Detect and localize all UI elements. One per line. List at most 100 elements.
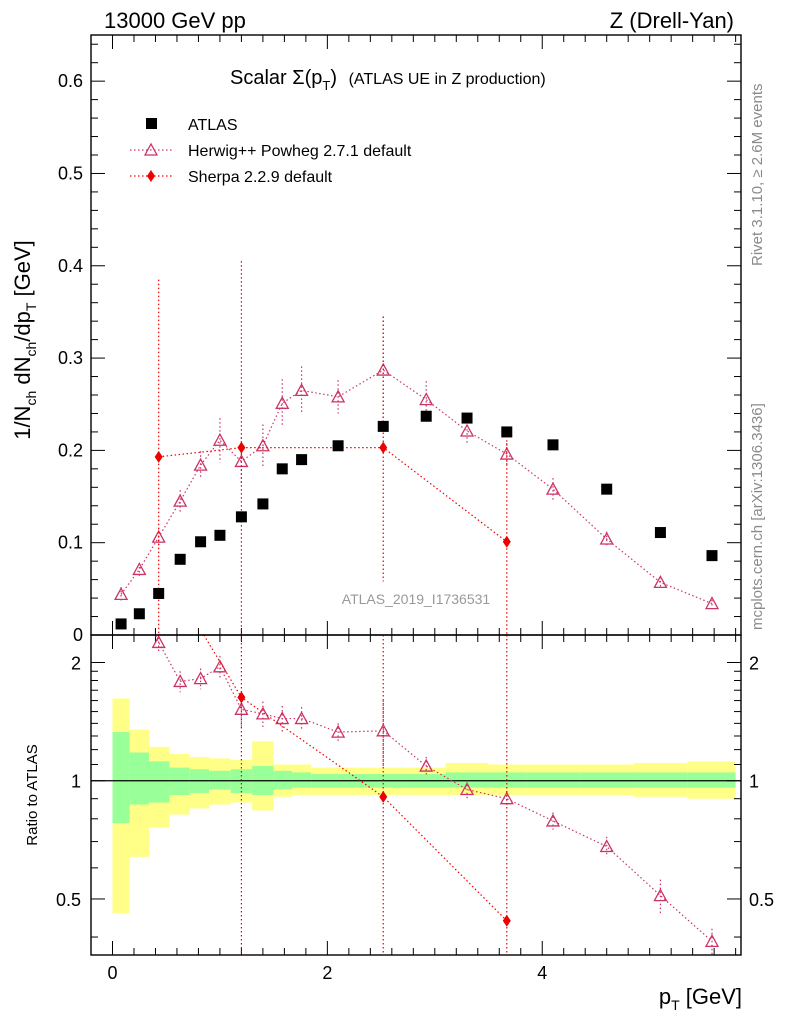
atlas-point	[296, 454, 308, 466]
herwig-ratio-point	[234, 701, 249, 715]
sherpa-ratio-point	[237, 691, 246, 704]
herwig-point	[151, 529, 166, 543]
herwig-point	[704, 596, 720, 610]
sherpa-ratio-point	[379, 790, 388, 803]
ratio-axis-ticks: 0.5 0.5 1 1 2 2 0 2 4	[56, 635, 774, 983]
y-tick-label: 0.3	[58, 348, 83, 368]
sherpa-line	[158, 447, 508, 543]
legend-marker-atlas	[146, 118, 157, 129]
ratio-y-axis-label: Ratio to ATLAS	[24, 744, 41, 845]
uncertainty-band-inner	[129, 752, 150, 805]
legend: ATLAS Herwig++ Powheg 2.7.1 default Sher…	[130, 117, 412, 186]
herwig-point	[419, 392, 434, 406]
uncertainty-band-inner	[112, 732, 130, 824]
sherpa-point	[502, 535, 511, 548]
legend-label-herwig: Herwig++ Powheg 2.7.1 default	[188, 143, 412, 160]
x-axis-label: pT [GeV]	[659, 984, 742, 1013]
sherpa-ratio-line	[203, 635, 508, 922]
collision-label: 13000 GeV pp	[104, 8, 246, 33]
x-tick-label: 4	[537, 963, 547, 983]
herwig-ratio-point	[151, 635, 166, 649]
herwig-point	[653, 575, 668, 589]
herwig-point	[193, 457, 208, 471]
atlas-point	[214, 529, 226, 541]
herwig-ratio-point	[193, 671, 208, 685]
atlas-point	[461, 412, 473, 424]
legend-marker-sherpa	[147, 170, 155, 182]
herwig-ratio-point	[294, 711, 309, 725]
herwig-point	[294, 383, 309, 397]
atlas-point	[153, 587, 165, 599]
herwig-point	[275, 395, 290, 409]
uncertainty-band-inner	[291, 772, 312, 788]
ratio-frame	[90, 634, 742, 956]
atlas-point	[332, 440, 344, 452]
x-tick-label: 0	[107, 963, 117, 983]
atlas-point	[601, 483, 613, 495]
sherpa-point	[154, 450, 163, 463]
sherpa-ratio-point	[502, 914, 511, 927]
main-panel: 0 0.1 0.2 0.3 0.4 0.5 0.6 Scalar Σ(pT) (ATLAS …	[10, 34, 742, 645]
y-tick-label: 0.6	[58, 71, 83, 91]
atlas-point	[115, 618, 127, 630]
herwig-ratio-point	[173, 674, 188, 688]
herwig-point	[113, 587, 129, 601]
herwig-ratio-point	[653, 888, 668, 902]
atlas-point	[420, 410, 432, 422]
y-tick-label: 0	[73, 625, 83, 645]
ratio-y-tick-label-right: 2	[749, 654, 759, 674]
x-tick-label: 2	[322, 963, 332, 983]
atlas-point	[195, 536, 207, 548]
ratio-y-tick-label-right: 0.5	[749, 890, 774, 910]
y-tick-label: 0.1	[58, 533, 83, 553]
herwig-line	[120, 369, 713, 605]
atlas-point	[377, 420, 389, 432]
main-axis-ticks: 0 0.1 0.2 0.3 0.4 0.5 0.6	[58, 35, 741, 645]
atlas-point	[706, 550, 718, 562]
herwig-point	[376, 362, 391, 376]
herwig-ratio-point	[459, 782, 475, 796]
mcplots-label: mcplots.cern.ch [arXiv:1306.3436]	[749, 403, 766, 630]
ratio-y-tick-label-right: 1	[749, 772, 759, 792]
atlas-point	[235, 511, 247, 523]
herwig-ratio-point	[599, 839, 614, 853]
rivet-label: Rivet 3.1.10, ≥ 2.6M events	[749, 84, 766, 267]
herwig-point	[255, 438, 270, 452]
herwig-ratio-point	[275, 711, 290, 725]
legend-marker-herwig	[143, 142, 159, 156]
uncertainty-band-inner	[579, 772, 634, 788]
sherpa-point	[237, 441, 246, 454]
atlas-point	[276, 463, 288, 475]
herwig-point	[132, 562, 147, 576]
atlas-point	[133, 608, 145, 620]
uncertainty-band-inner	[526, 772, 580, 788]
uncertainty-band-inner	[687, 772, 736, 788]
ratio-panel: 0.5 0.5 1 1 2 2 0 2 4 Ratio to ATLAS pT [GeV]	[24, 634, 774, 1013]
sherpa-point	[379, 441, 388, 454]
ratio-y-tick-label: 2	[71, 654, 81, 674]
analysis-id: ATLAS_2019_I1736531	[342, 591, 491, 607]
atlas-point	[174, 553, 186, 565]
legend-label-atlas: ATLAS	[188, 117, 238, 134]
herwig-point	[459, 423, 475, 437]
uncertainty-band-inner	[633, 772, 688, 788]
plot-title: Scalar Σ(pT) (ATLAS UE in Z production)	[230, 67, 546, 93]
y-tick-label: 0.4	[58, 256, 83, 276]
main-y-axis-label: 1/Nch dNch/dpT [GeV]	[10, 240, 39, 440]
herwig-ratio-point	[419, 758, 434, 772]
uncertainty-band-inner	[149, 761, 170, 803]
process-label: Z (Drell-Yan)	[610, 8, 734, 33]
ratio-y-tick-label: 0.5	[56, 890, 81, 910]
herwig-ratio-point	[545, 813, 561, 827]
y-tick-label: 0.5	[58, 163, 83, 183]
ratio-y-tick-label: 1	[71, 772, 81, 792]
herwig-point	[599, 531, 614, 545]
uncertainty-band-inner	[445, 772, 489, 788]
herwig-point	[173, 493, 188, 507]
herwig-point	[212, 432, 228, 446]
herwig-point	[499, 446, 514, 460]
atlas-point	[547, 439, 559, 451]
herwig-ratio-point	[255, 706, 270, 720]
y-tick-label: 0.2	[58, 440, 83, 460]
